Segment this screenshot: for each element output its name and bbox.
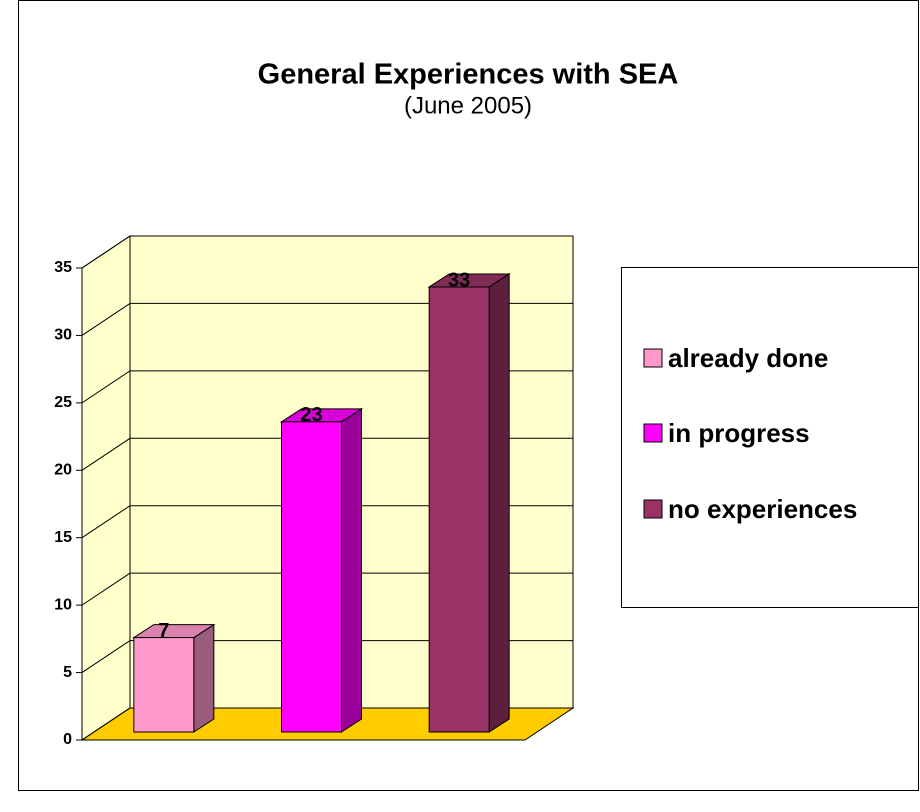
data-label: 33 bbox=[448, 269, 470, 291]
bar bbox=[428, 286, 490, 733]
grid-line bbox=[81, 370, 573, 404]
bar-side bbox=[193, 623, 215, 733]
bar-side bbox=[488, 273, 510, 733]
y-tick-label: 25 bbox=[54, 394, 72, 411]
y-tick-label: 0 bbox=[63, 731, 72, 748]
grid-line bbox=[81, 572, 573, 606]
grid-line bbox=[81, 707, 573, 741]
grid-line bbox=[81, 640, 573, 673]
grid-line bbox=[81, 235, 573, 269]
chart-subtitle: (June 2005) bbox=[404, 92, 532, 119]
grid-line bbox=[81, 437, 573, 471]
side-wall bbox=[81, 235, 131, 741]
y-tick-label: 15 bbox=[54, 529, 72, 546]
data-label: 23 bbox=[300, 404, 322, 426]
chart-title: General Experiences with SEA bbox=[258, 59, 679, 91]
bar bbox=[133, 637, 195, 733]
y-tick-label: 5 bbox=[63, 664, 72, 681]
grid-line bbox=[81, 505, 573, 539]
y-tick-label: 30 bbox=[54, 327, 72, 344]
y-tick-label: 10 bbox=[54, 596, 72, 613]
legend-label: no experiences bbox=[668, 494, 858, 524]
data-label: 7 bbox=[158, 620, 169, 642]
legend-label: in progress bbox=[668, 418, 810, 448]
y-tick-label: 35 bbox=[54, 259, 72, 276]
grid-line bbox=[81, 302, 573, 336]
legend-label: already done bbox=[668, 343, 829, 373]
legend-swatch bbox=[643, 499, 663, 519]
legend-swatch bbox=[643, 423, 663, 443]
y-tick-label: 20 bbox=[54, 462, 72, 479]
legend-box bbox=[621, 267, 919, 608]
legend-swatch bbox=[643, 348, 663, 368]
bar bbox=[281, 421, 342, 733]
bar-side bbox=[341, 407, 362, 733]
